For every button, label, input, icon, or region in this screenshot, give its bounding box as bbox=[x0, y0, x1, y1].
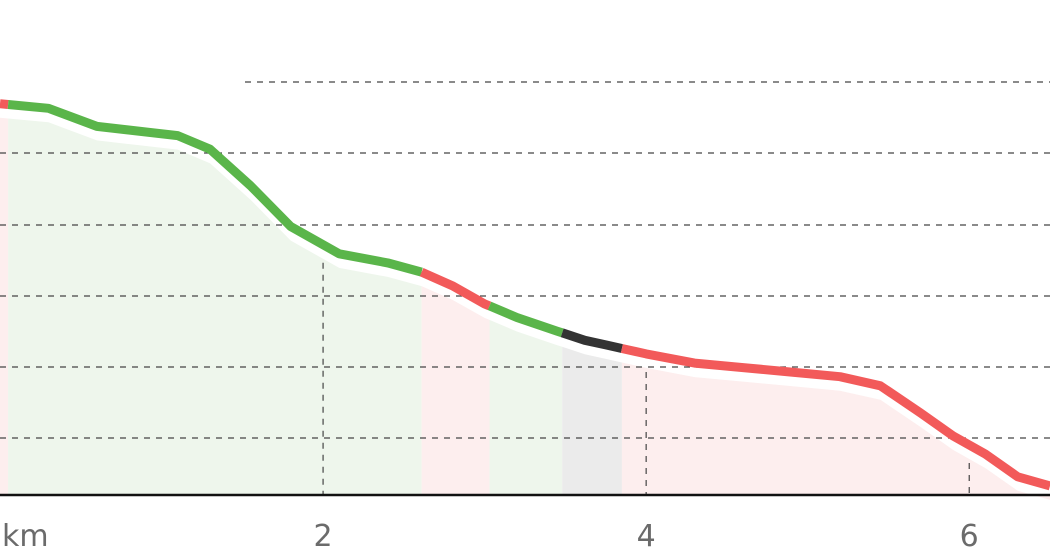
profile-segment-3 bbox=[487, 301, 564, 338]
x-tick-label-3: 6 bbox=[960, 519, 979, 554]
vertical-gridlines bbox=[322, 262, 970, 495]
x-tick-label-2: 4 bbox=[637, 519, 656, 554]
segment-fill-0 bbox=[0, 117, 9, 495]
profile-line bbox=[0, 99, 1050, 491]
profile-segment-0 bbox=[0, 99, 9, 109]
x-axis-tick-labels: km 2 4 6 bbox=[2, 519, 979, 554]
segment-fill-1 bbox=[8, 118, 422, 495]
segment-fill-2 bbox=[421, 286, 490, 495]
segment-fill-4 bbox=[562, 346, 622, 495]
profile-segment-4 bbox=[560, 328, 623, 353]
profile-segment-5 bbox=[620, 344, 1050, 491]
segment-fill-3 bbox=[489, 319, 563, 495]
x-tick-label-0: km bbox=[2, 519, 49, 554]
horizontal-gridlines bbox=[0, 81, 1050, 439]
profile-segment-2 bbox=[419, 267, 492, 311]
segment-fills bbox=[0, 117, 1050, 500]
x-tick-label-1: 2 bbox=[314, 519, 333, 554]
profile-segment-1 bbox=[7, 100, 423, 277]
segment-fill-5 bbox=[621, 362, 1050, 500]
